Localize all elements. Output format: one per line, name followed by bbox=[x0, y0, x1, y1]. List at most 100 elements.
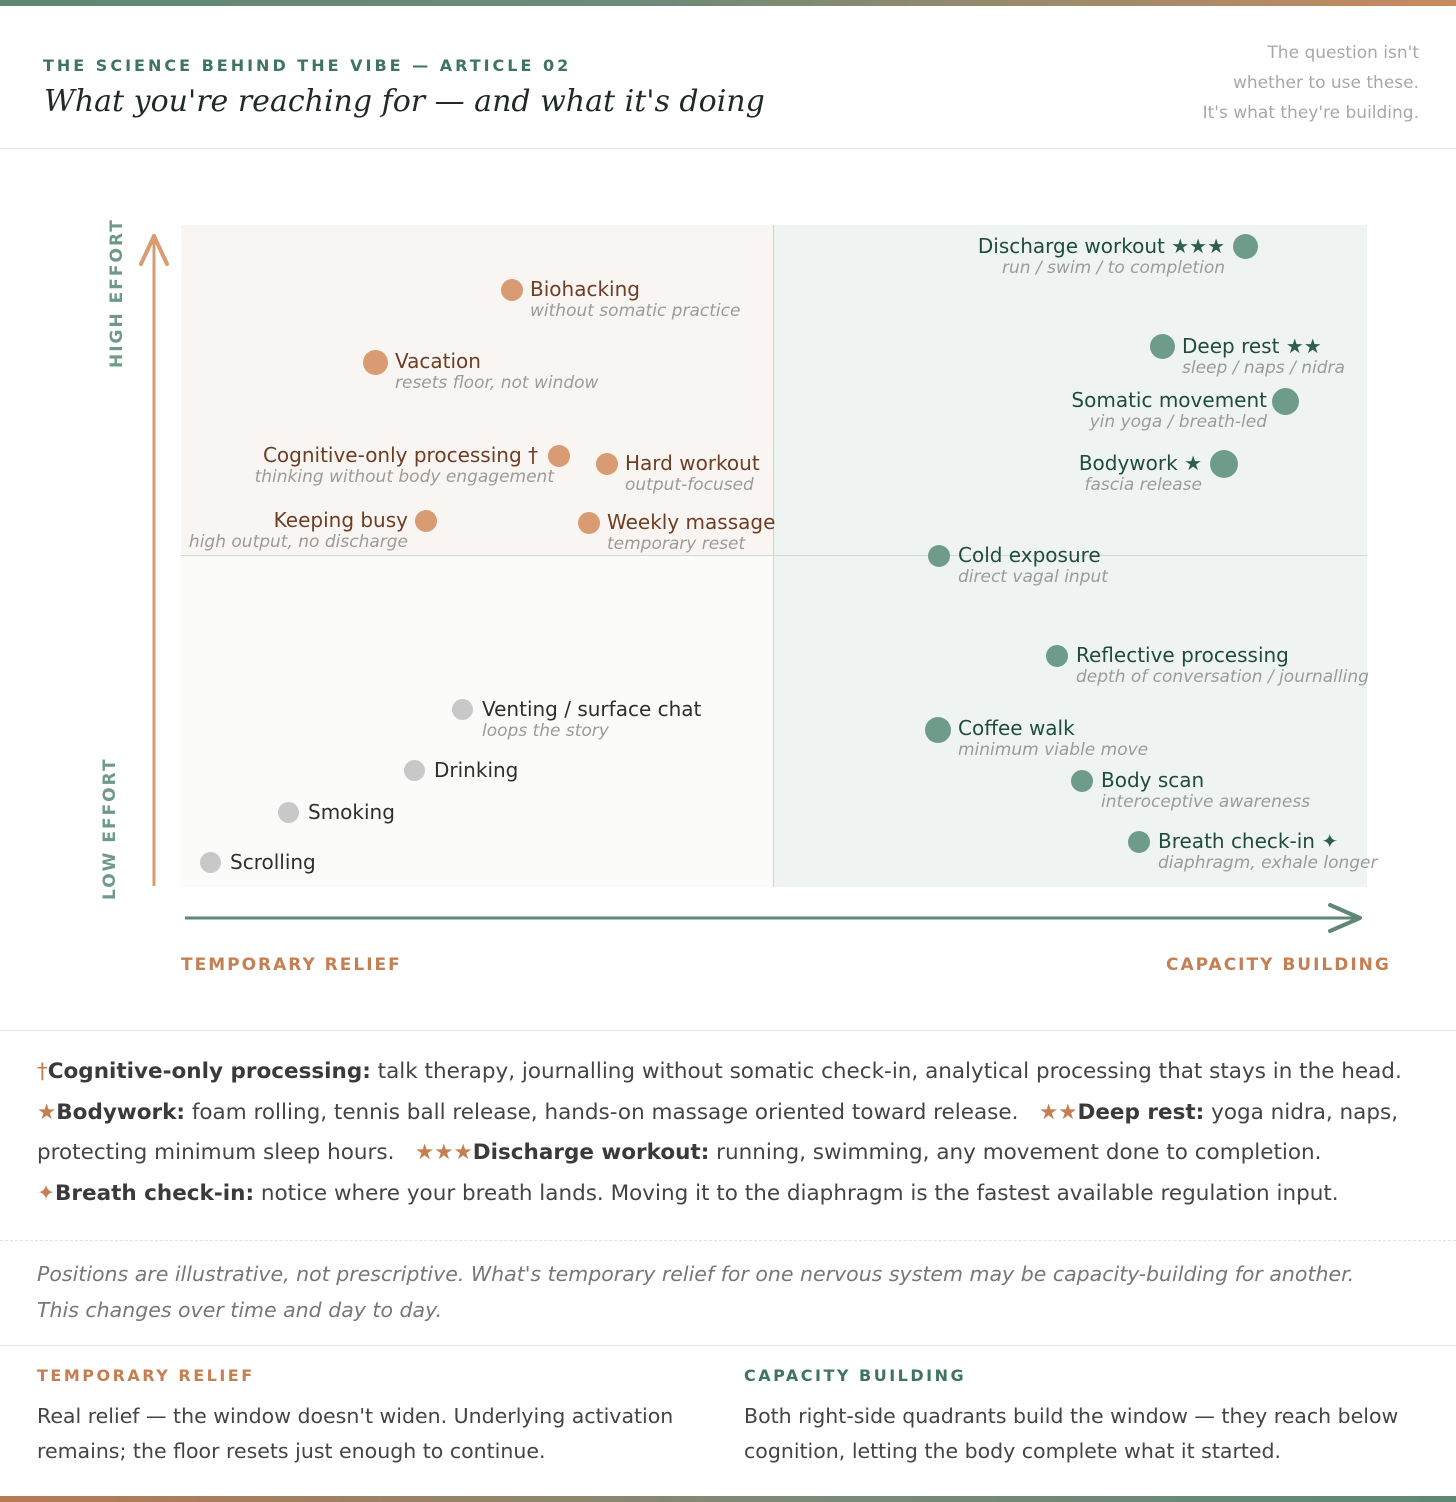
column-text: Real relief — the window doesn't widen. … bbox=[37, 1404, 674, 1463]
point-label: Biohacking bbox=[530, 277, 640, 301]
point-label: Breath check-in bbox=[1158, 829, 1315, 853]
x-axis-right-label: CAPACITY BUILDING bbox=[1166, 955, 1391, 975]
point-dot bbox=[200, 852, 221, 873]
point-deep-rest: Deep rest ★★ sleep / naps / nidra bbox=[1150, 334, 1345, 378]
point-label: Weekly massage bbox=[607, 510, 776, 534]
y-axis-arrowhead bbox=[139, 234, 169, 266]
point-label: Smoking bbox=[308, 800, 395, 824]
three-star-icon: ★★★ bbox=[414, 1140, 473, 1165]
star-rating-icon: ★ bbox=[1184, 451, 1202, 475]
point-keeping-busy: Keeping busy high output, no discharge bbox=[189, 508, 437, 552]
column-text: Both right-side quadrants build the wind… bbox=[744, 1404, 1399, 1463]
point-sublabel: yin yoga / breath-led bbox=[1089, 412, 1267, 432]
note-term: Breath check-in: bbox=[55, 1180, 255, 1206]
point-breath-check-in: Breath check-in ✦ diaphragm, exhale long… bbox=[1128, 829, 1378, 873]
point-dot bbox=[452, 699, 473, 720]
point-label: Deep rest bbox=[1182, 334, 1280, 358]
point-dot bbox=[278, 802, 299, 823]
point-sublabel: minimum viable move bbox=[958, 740, 1149, 760]
point-label: Drinking bbox=[434, 758, 519, 782]
note-text: talk therapy, journalling without somati… bbox=[377, 1059, 1402, 1084]
star-rating-icon: ★★ bbox=[1285, 334, 1322, 358]
point-dot bbox=[925, 717, 951, 743]
quadrant-bottom-left bbox=[181, 555, 774, 887]
point-label: Hard workout bbox=[625, 451, 760, 475]
top-accent-bar bbox=[0, 0, 1456, 6]
point-label: Cognitive-only processing † bbox=[262, 443, 538, 467]
point-biohacking: Biohacking without somatic practice bbox=[501, 277, 740, 321]
point-label: Body scan bbox=[1101, 768, 1205, 792]
point-hard-workout: Hard workout output-focused bbox=[596, 451, 760, 495]
note-term: Deep rest: bbox=[1077, 1099, 1205, 1125]
star-rating-icon: ★★★ bbox=[1171, 234, 1225, 258]
aside-line: whether to use these. bbox=[1232, 73, 1419, 93]
point-sublabel: high output, no discharge bbox=[188, 532, 408, 552]
point-dot bbox=[404, 760, 425, 781]
header-aside: The question isn't whether to use these.… bbox=[1159, 38, 1419, 128]
section-divider bbox=[0, 1030, 1456, 1031]
star-icon: ★ bbox=[37, 1099, 57, 1125]
point-dot bbox=[548, 445, 570, 467]
point-vacation: Vacation resets floor, not window bbox=[363, 349, 598, 393]
point-dot bbox=[1071, 770, 1093, 792]
point-dot bbox=[1233, 234, 1258, 259]
point-reflective-processing: Reflective processing depth of conversat… bbox=[1046, 643, 1369, 687]
note-term: Bodywork: bbox=[56, 1099, 185, 1125]
point-sublabel: sleep / naps / nidra bbox=[1182, 358, 1345, 378]
point-label: Scrolling bbox=[230, 850, 316, 874]
two-star-icon: ★★ bbox=[1038, 1099, 1078, 1125]
point-sublabel: diaphragm, exhale longer bbox=[1158, 853, 1378, 873]
section-divider bbox=[0, 1345, 1456, 1346]
y-axis-high-label: HIGH EFFORT bbox=[107, 218, 127, 368]
point-sublabel: interoceptive awareness bbox=[1101, 792, 1311, 812]
point-scrolling: Scrolling bbox=[200, 850, 316, 874]
axes-arrows bbox=[139, 234, 1362, 933]
point-dot bbox=[1128, 831, 1150, 853]
point-sublabel: resets floor, not window bbox=[395, 373, 599, 393]
point-dot bbox=[415, 510, 437, 532]
column-capacity-building: CAPACITY BUILDING Both right-side quadra… bbox=[744, 1366, 1414, 1469]
quadrant-top-left bbox=[181, 225, 774, 555]
quadrant-top-right bbox=[774, 225, 1367, 555]
point-label: Reflective processing bbox=[1076, 643, 1289, 667]
point-label: Somatic movement bbox=[1071, 388, 1267, 412]
point-somatic-movement: Somatic movement yin yoga / breath-led bbox=[1071, 388, 1299, 432]
note-text: running, swimming, any movement done to … bbox=[716, 1140, 1322, 1165]
point-dot bbox=[578, 512, 600, 534]
aside-line: The question isn't bbox=[1267, 43, 1419, 63]
disclaimer: Positions are illustrative, not prescrip… bbox=[37, 1262, 1355, 1322]
bottom-accent-bar bbox=[0, 1496, 1456, 1502]
point-dot bbox=[1210, 450, 1238, 478]
column-heading: TEMPORARY RELIEF bbox=[37, 1366, 255, 1385]
point-sublabel: temporary reset bbox=[607, 534, 746, 554]
point-cold-exposure: Cold exposure direct vagal input bbox=[928, 543, 1108, 587]
point-label: Vacation bbox=[395, 349, 481, 373]
point-dot bbox=[596, 453, 618, 475]
sparkle-icon: ✦ bbox=[37, 1180, 56, 1206]
page-title: What you're reaching for — and what it's… bbox=[44, 84, 765, 119]
point-sublabel: fascia release bbox=[1084, 475, 1202, 495]
point-sublabel: without somatic practice bbox=[530, 301, 741, 321]
point-label: Keeping busy bbox=[273, 508, 408, 532]
x-axis-left-label: TEMPORARY RELIEF bbox=[181, 955, 402, 975]
point-sublabel: depth of conversation / journalling bbox=[1076, 667, 1369, 687]
point-dot bbox=[1046, 645, 1068, 667]
point-weekly-massage: Weekly massage temporary reset bbox=[578, 510, 775, 554]
column-temporary-relief: TEMPORARY RELIEF Real relief — the windo… bbox=[37, 1366, 707, 1469]
point-label: Venting / surface chat bbox=[482, 697, 702, 721]
footnotes: †Cognitive-only processing: talk therapy… bbox=[37, 1052, 1422, 1214]
point-dot bbox=[363, 350, 388, 375]
y-axis-low-label: LOW EFFORT bbox=[100, 757, 120, 900]
note-term: Cognitive-only processing: bbox=[47, 1059, 371, 1084]
note-text: foam rolling, tennis ball release, hands… bbox=[191, 1099, 1019, 1125]
note-term: Discharge workout: bbox=[472, 1140, 710, 1165]
dagger-icon: † bbox=[37, 1059, 48, 1084]
point-sublabel: thinking without body engagement bbox=[254, 467, 554, 487]
article-eyebrow: THE SCIENCE BEHIND THE VIBE — ARTICLE 02 bbox=[43, 56, 572, 75]
point-bodywork: Bodywork ★ fascia release bbox=[1078, 450, 1238, 495]
point-label: Discharge workout bbox=[977, 234, 1165, 258]
point-dot bbox=[1272, 388, 1299, 415]
column-heading: CAPACITY BUILDING bbox=[744, 1366, 967, 1385]
point-label: Cold exposure bbox=[958, 543, 1101, 567]
sparkle-icon: ✦ bbox=[1321, 829, 1339, 853]
